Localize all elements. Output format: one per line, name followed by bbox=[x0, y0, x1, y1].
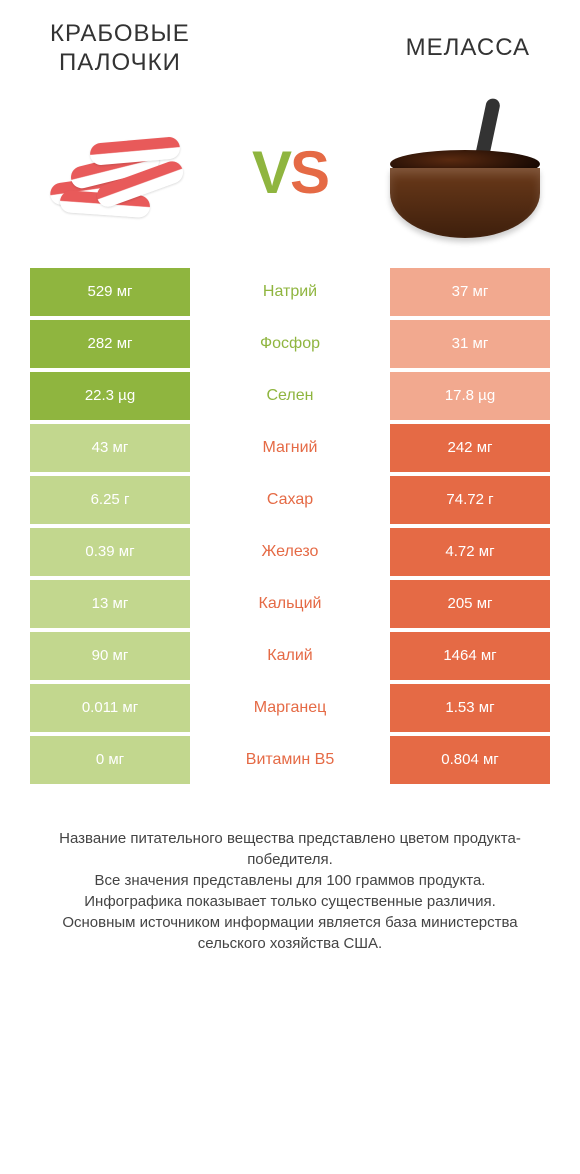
right-value: 17.8 µg bbox=[390, 372, 550, 420]
nutrient-label: Фосфор bbox=[190, 320, 390, 368]
nutrient-label: Селен bbox=[190, 372, 390, 420]
vs-v: V bbox=[252, 139, 290, 206]
nutrient-label: Натрий bbox=[190, 268, 390, 316]
table-row: 43 мгМагний242 мг bbox=[30, 424, 550, 472]
table-row: 282 мгФосфор31 мг bbox=[30, 320, 550, 368]
left-value: 90 мг bbox=[30, 632, 190, 680]
right-value: 205 мг bbox=[390, 580, 550, 628]
right-value: 4.72 мг bbox=[390, 528, 550, 576]
left-product-title: КРАБОВЫЕПАЛОЧКИ bbox=[50, 20, 190, 78]
table-row: 529 мгНатрий37 мг bbox=[30, 268, 550, 316]
table-row: 0 мгВитамин B50.804 мг bbox=[30, 736, 550, 784]
left-value: 43 мг bbox=[30, 424, 190, 472]
left-value: 0.39 мг bbox=[30, 528, 190, 576]
molasses-icon bbox=[370, 98, 550, 248]
left-value: 22.3 µg bbox=[30, 372, 190, 420]
right-product-image bbox=[370, 98, 550, 248]
left-product-image bbox=[30, 98, 210, 248]
nutrient-label: Железо bbox=[190, 528, 390, 576]
table-row: 0.39 мгЖелезо4.72 мг bbox=[30, 528, 550, 576]
footer-line-1: Название питательного вещества представл… bbox=[30, 828, 550, 870]
vs-label: VS bbox=[252, 138, 328, 207]
right-product-title: МЕЛАССА bbox=[406, 34, 530, 63]
nutrient-label: Кальций bbox=[190, 580, 390, 628]
footer-notes: Название питательного вещества представл… bbox=[0, 788, 580, 954]
right-value: 37 мг bbox=[390, 268, 550, 316]
left-value: 6.25 г bbox=[30, 476, 190, 524]
nutrient-label: Сахар bbox=[190, 476, 390, 524]
table-row: 90 мгКалий1464 мг bbox=[30, 632, 550, 680]
nutrient-label: Витамин B5 bbox=[190, 736, 390, 784]
right-value: 0.804 мг bbox=[390, 736, 550, 784]
right-value: 242 мг bbox=[390, 424, 550, 472]
right-value: 1.53 мг bbox=[390, 684, 550, 732]
right-value: 1464 мг bbox=[390, 632, 550, 680]
nutrient-label: Марганец bbox=[190, 684, 390, 732]
left-value: 0.011 мг bbox=[30, 684, 190, 732]
table-row: 0.011 мгМарганец1.53 мг bbox=[30, 684, 550, 732]
footer-line-3: Инфографика показывает только существенн… bbox=[30, 891, 550, 912]
comparison-table: 529 мгНатрий37 мг282 мгФосфор31 мг22.3 µ… bbox=[0, 268, 580, 784]
right-value: 31 мг bbox=[390, 320, 550, 368]
left-value: 529 мг bbox=[30, 268, 190, 316]
footer-line-4: Основным источником информации является … bbox=[30, 912, 550, 954]
nutrient-label: Калий bbox=[190, 632, 390, 680]
left-value: 13 мг bbox=[30, 580, 190, 628]
left-value: 0 мг bbox=[30, 736, 190, 784]
header: КРАБОВЫЕПАЛОЧКИ МЕЛАССА bbox=[0, 0, 580, 88]
left-value: 282 мг bbox=[30, 320, 190, 368]
right-value: 74.72 г bbox=[390, 476, 550, 524]
footer-line-2: Все значения представлены для 100 граммо… bbox=[30, 870, 550, 891]
table-row: 6.25 гСахар74.72 г bbox=[30, 476, 550, 524]
nutrient-label: Магний bbox=[190, 424, 390, 472]
images-row: VS bbox=[0, 88, 580, 268]
vs-s: S bbox=[290, 139, 328, 206]
crab-sticks-icon bbox=[40, 118, 200, 228]
table-row: 13 мгКальций205 мг bbox=[30, 580, 550, 628]
table-row: 22.3 µgСелен17.8 µg bbox=[30, 372, 550, 420]
